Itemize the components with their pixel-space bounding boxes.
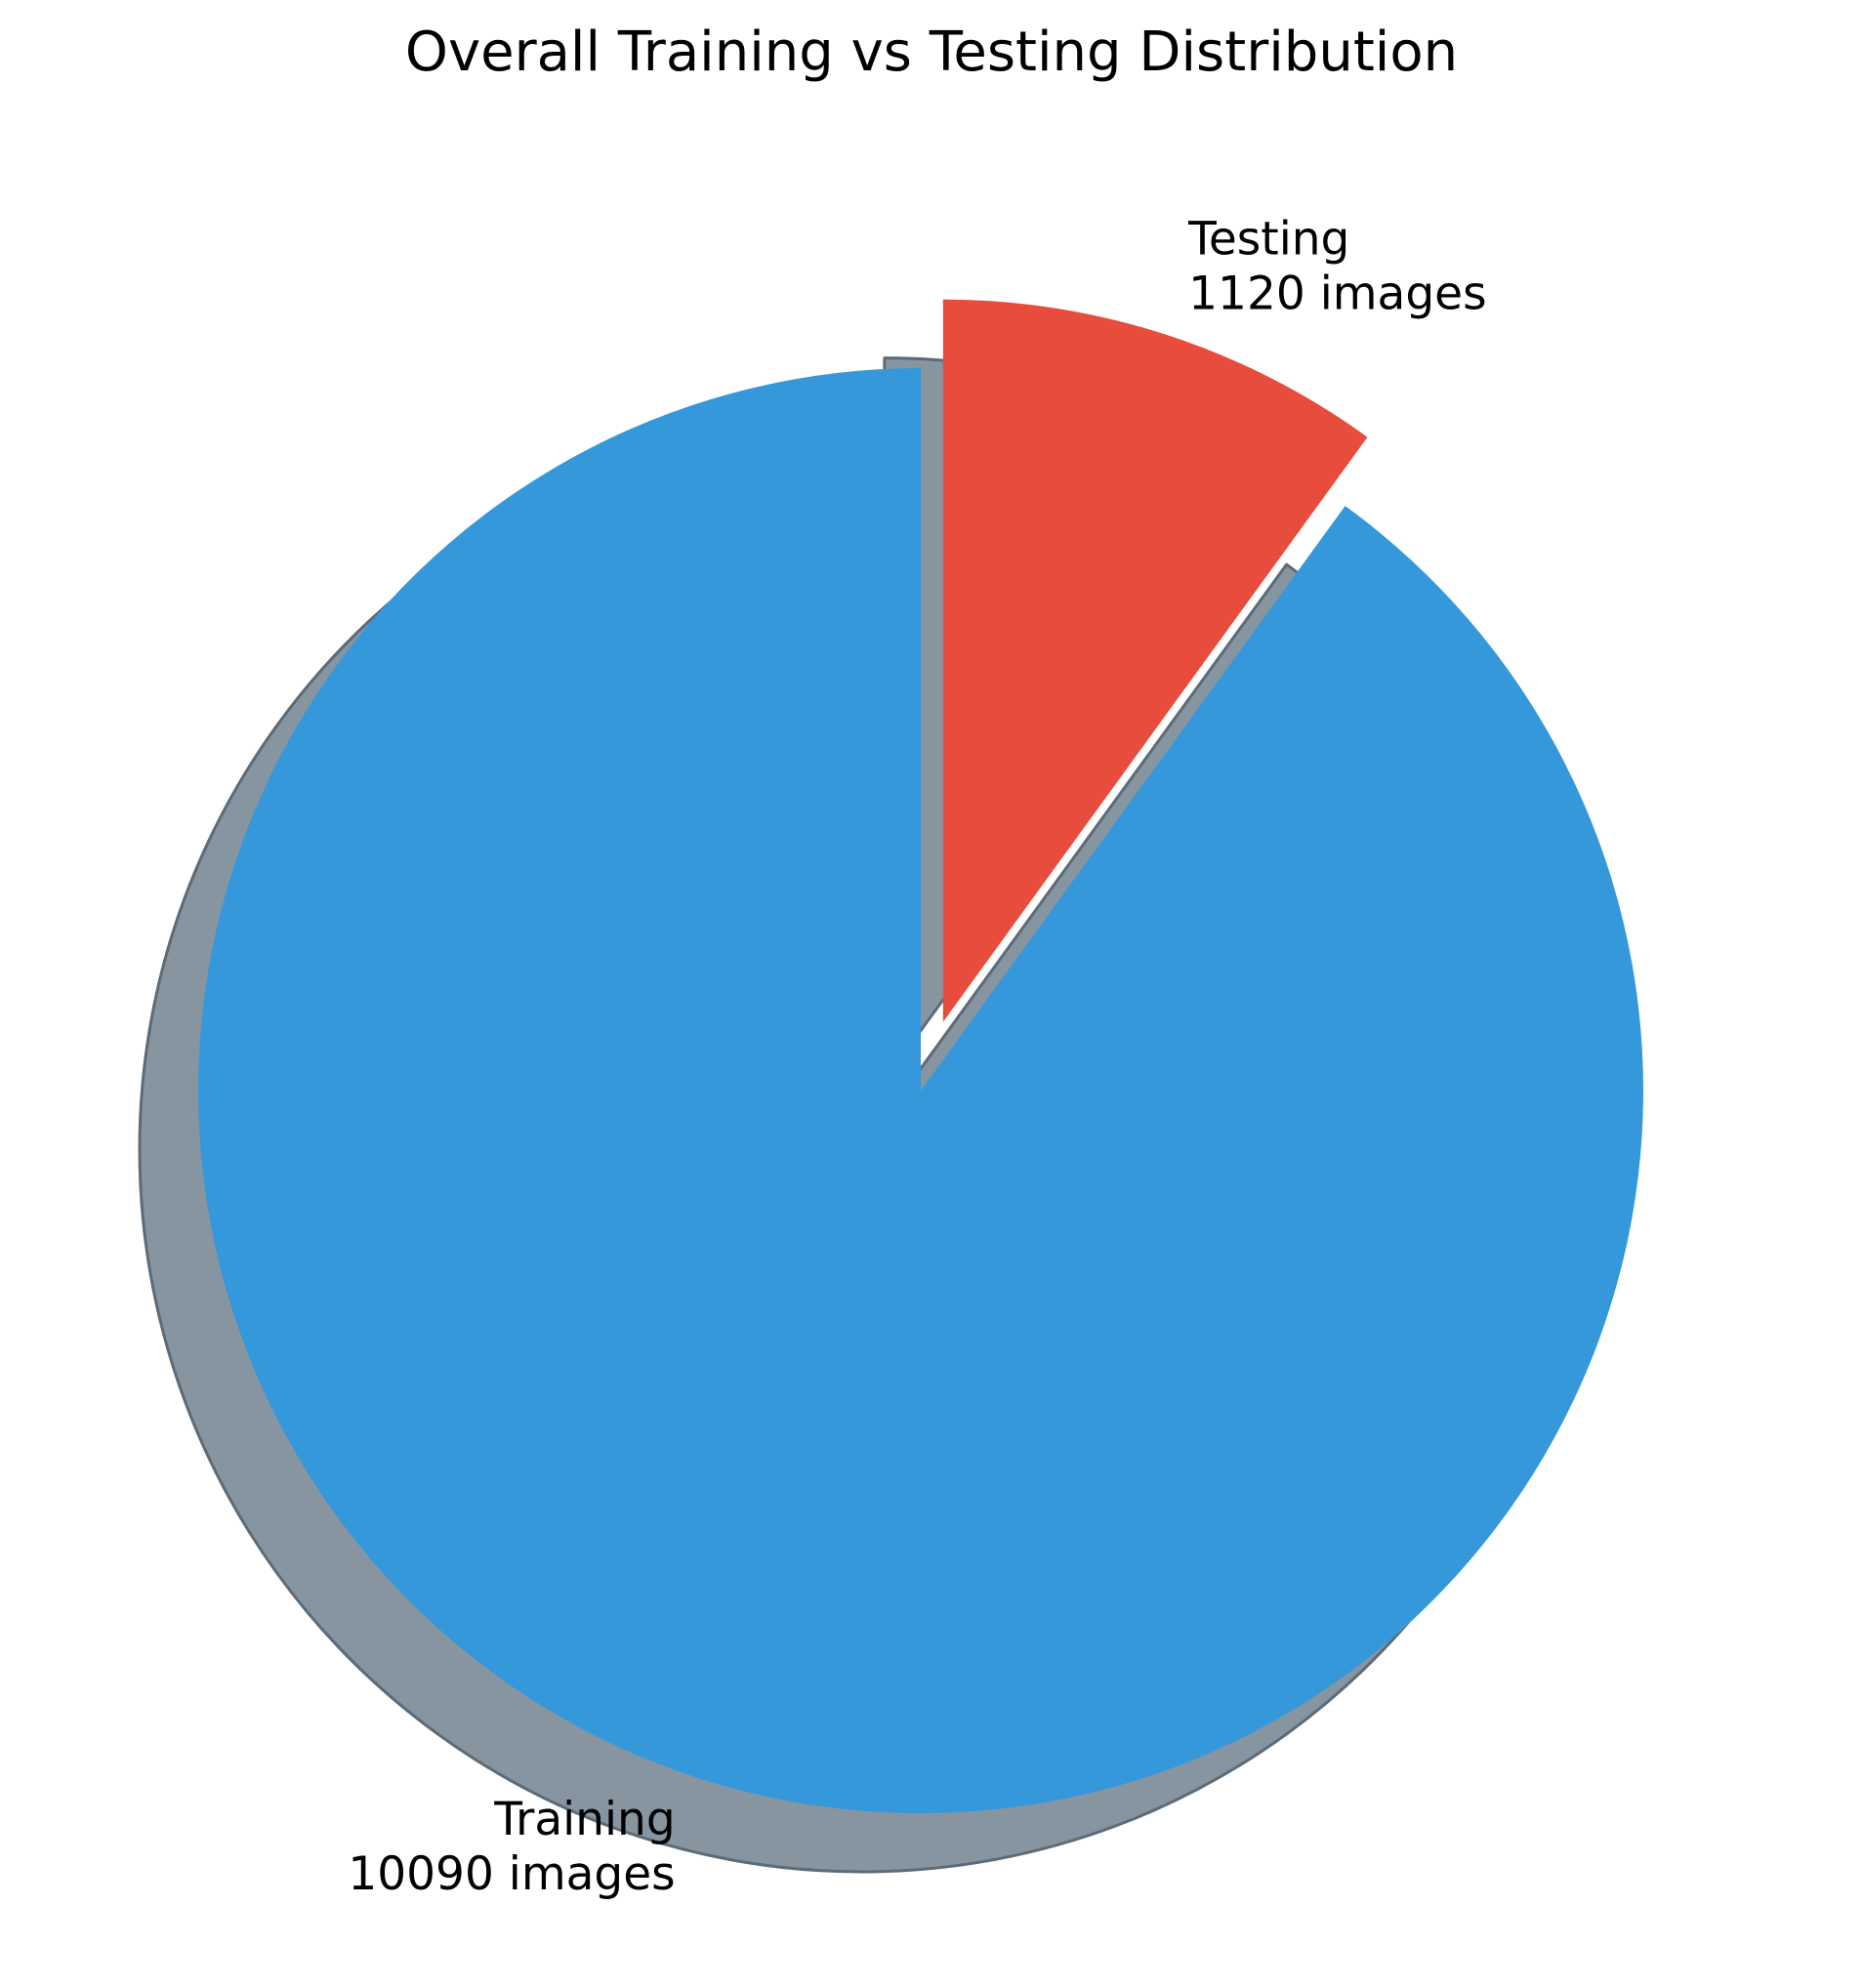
slice-label-training: Training 10090 images [348,1793,675,1901]
chart-title: Overall Training vs Testing Distribution [405,21,1458,84]
pie-label-layer: Testing 1120 images Training 10090 images [348,212,1486,1901]
slice-label-testing: Testing 1120 images [1187,212,1486,320]
pie-slice-training [198,368,1644,1813]
pie-slice-testing [942,299,1368,1022]
pie-slice-layer [198,299,1644,1813]
